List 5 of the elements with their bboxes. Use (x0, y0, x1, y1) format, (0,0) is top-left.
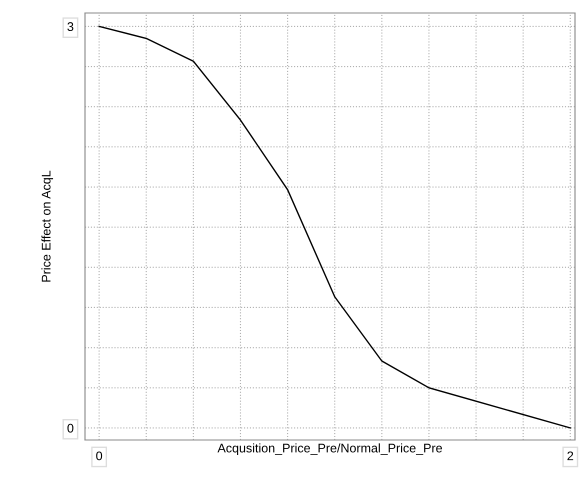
x-tick-label: 2 (567, 451, 574, 460)
x-axis-title: Acqusition_Price_Pre/Normal_Price_Pre (217, 443, 442, 455)
y-tick-label: 3 (67, 22, 74, 32)
line-series (98, 26, 571, 429)
y-axis-title: Price Effect on AcqL (41, 170, 54, 282)
